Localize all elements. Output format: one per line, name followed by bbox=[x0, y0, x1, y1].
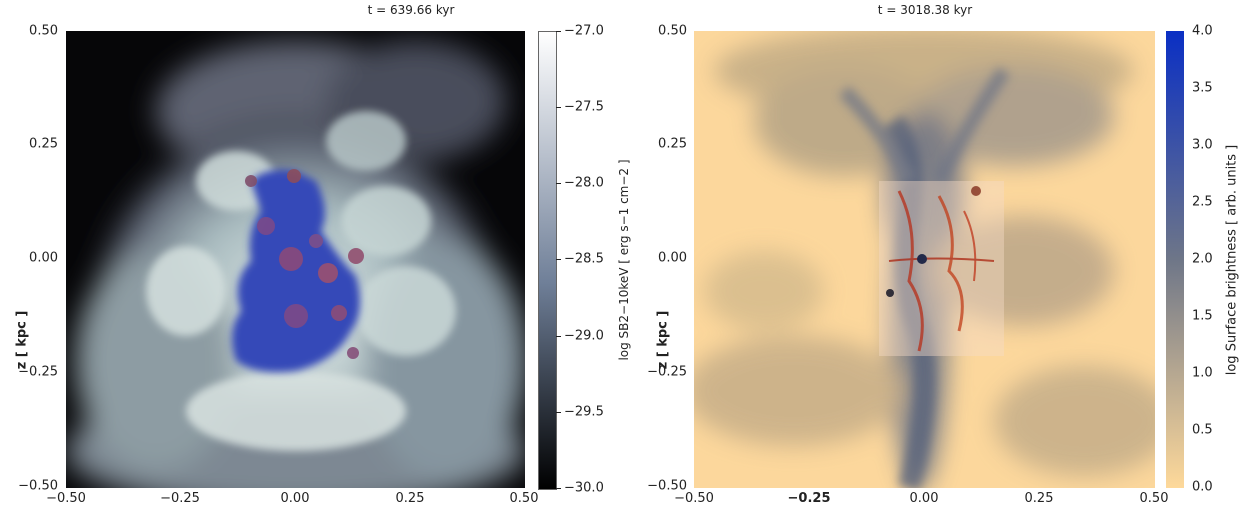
right-cbar-tick: 0.5 bbox=[1192, 422, 1213, 438]
left-cbar-tick: −29.5 bbox=[564, 404, 604, 420]
left-xray-image bbox=[66, 31, 525, 488]
right-panel-title: t = 3018.38 kyr bbox=[877, 3, 973, 17]
right-ytick: 0.25 bbox=[658, 136, 687, 152]
left-ytick: −0.50 bbox=[18, 478, 58, 494]
left-cbar-tick: −27.5 bbox=[564, 99, 604, 115]
left-ytick: 0.25 bbox=[29, 136, 58, 152]
left-cbar-tick: −29.0 bbox=[564, 328, 604, 344]
right-xtick: 0.00 bbox=[909, 491, 939, 506]
left-xtick: −0.25 bbox=[160, 491, 200, 506]
right-colorbar bbox=[1166, 31, 1184, 488]
left-ylabel: z [ kpc ] bbox=[14, 310, 30, 370]
right-xtick: −0.50 bbox=[674, 491, 714, 506]
left-panel-title: t = 639.66 kyr bbox=[367, 3, 455, 17]
right-cbar-tick: 3.5 bbox=[1192, 80, 1213, 96]
right-colorbar-label: log Surface brightness [ arb. units ] bbox=[1224, 144, 1240, 376]
right-cbar-tick: 2.0 bbox=[1192, 251, 1213, 267]
left-cbar-tick: −28.5 bbox=[564, 251, 604, 267]
left-ytick: 0.00 bbox=[29, 250, 58, 266]
right-ytick: −0.50 bbox=[647, 478, 687, 494]
left-colorbar bbox=[538, 31, 557, 490]
right-cbar-tick: 3.0 bbox=[1192, 137, 1213, 153]
left-xtick: 0.50 bbox=[509, 491, 539, 506]
right-surface-map bbox=[694, 31, 1155, 488]
right-ytick: 0.50 bbox=[658, 23, 687, 39]
right-ylabel: z [ kpc ] bbox=[655, 310, 671, 370]
right-ytick: −0.25 bbox=[647, 364, 687, 380]
right-cbar-tick: 0.0 bbox=[1192, 479, 1213, 495]
right-xtick: 0.25 bbox=[1024, 491, 1054, 506]
left-cbar-tick: −28.0 bbox=[564, 175, 604, 191]
left-ytick: −0.25 bbox=[18, 364, 58, 380]
right-xtick: −0.25 bbox=[787, 491, 831, 506]
right-cbar-tick: 2.5 bbox=[1192, 194, 1213, 210]
right-surface-brightness-image bbox=[694, 31, 1155, 488]
left-ytick: 0.50 bbox=[29, 23, 58, 39]
left-cbar-tick: −30.0 bbox=[564, 480, 604, 496]
left-colorbar-label: log SB2−10keV [ erg s−1 cm−2 ] bbox=[617, 159, 631, 361]
left-cbar-tick: −27.0 bbox=[564, 23, 604, 39]
left-xtick: 0.00 bbox=[280, 491, 310, 506]
right-ytick: 0.00 bbox=[658, 250, 687, 266]
right-cbar-tick: 4.0 bbox=[1192, 23, 1213, 39]
left-xray-map bbox=[66, 31, 525, 488]
right-cbar-tick: 1.0 bbox=[1192, 365, 1213, 381]
left-xtick: −0.50 bbox=[46, 491, 86, 506]
right-xtick: 0.50 bbox=[1139, 491, 1169, 506]
left-xtick: 0.25 bbox=[395, 491, 425, 506]
right-cbar-tick: 1.5 bbox=[1192, 308, 1213, 324]
